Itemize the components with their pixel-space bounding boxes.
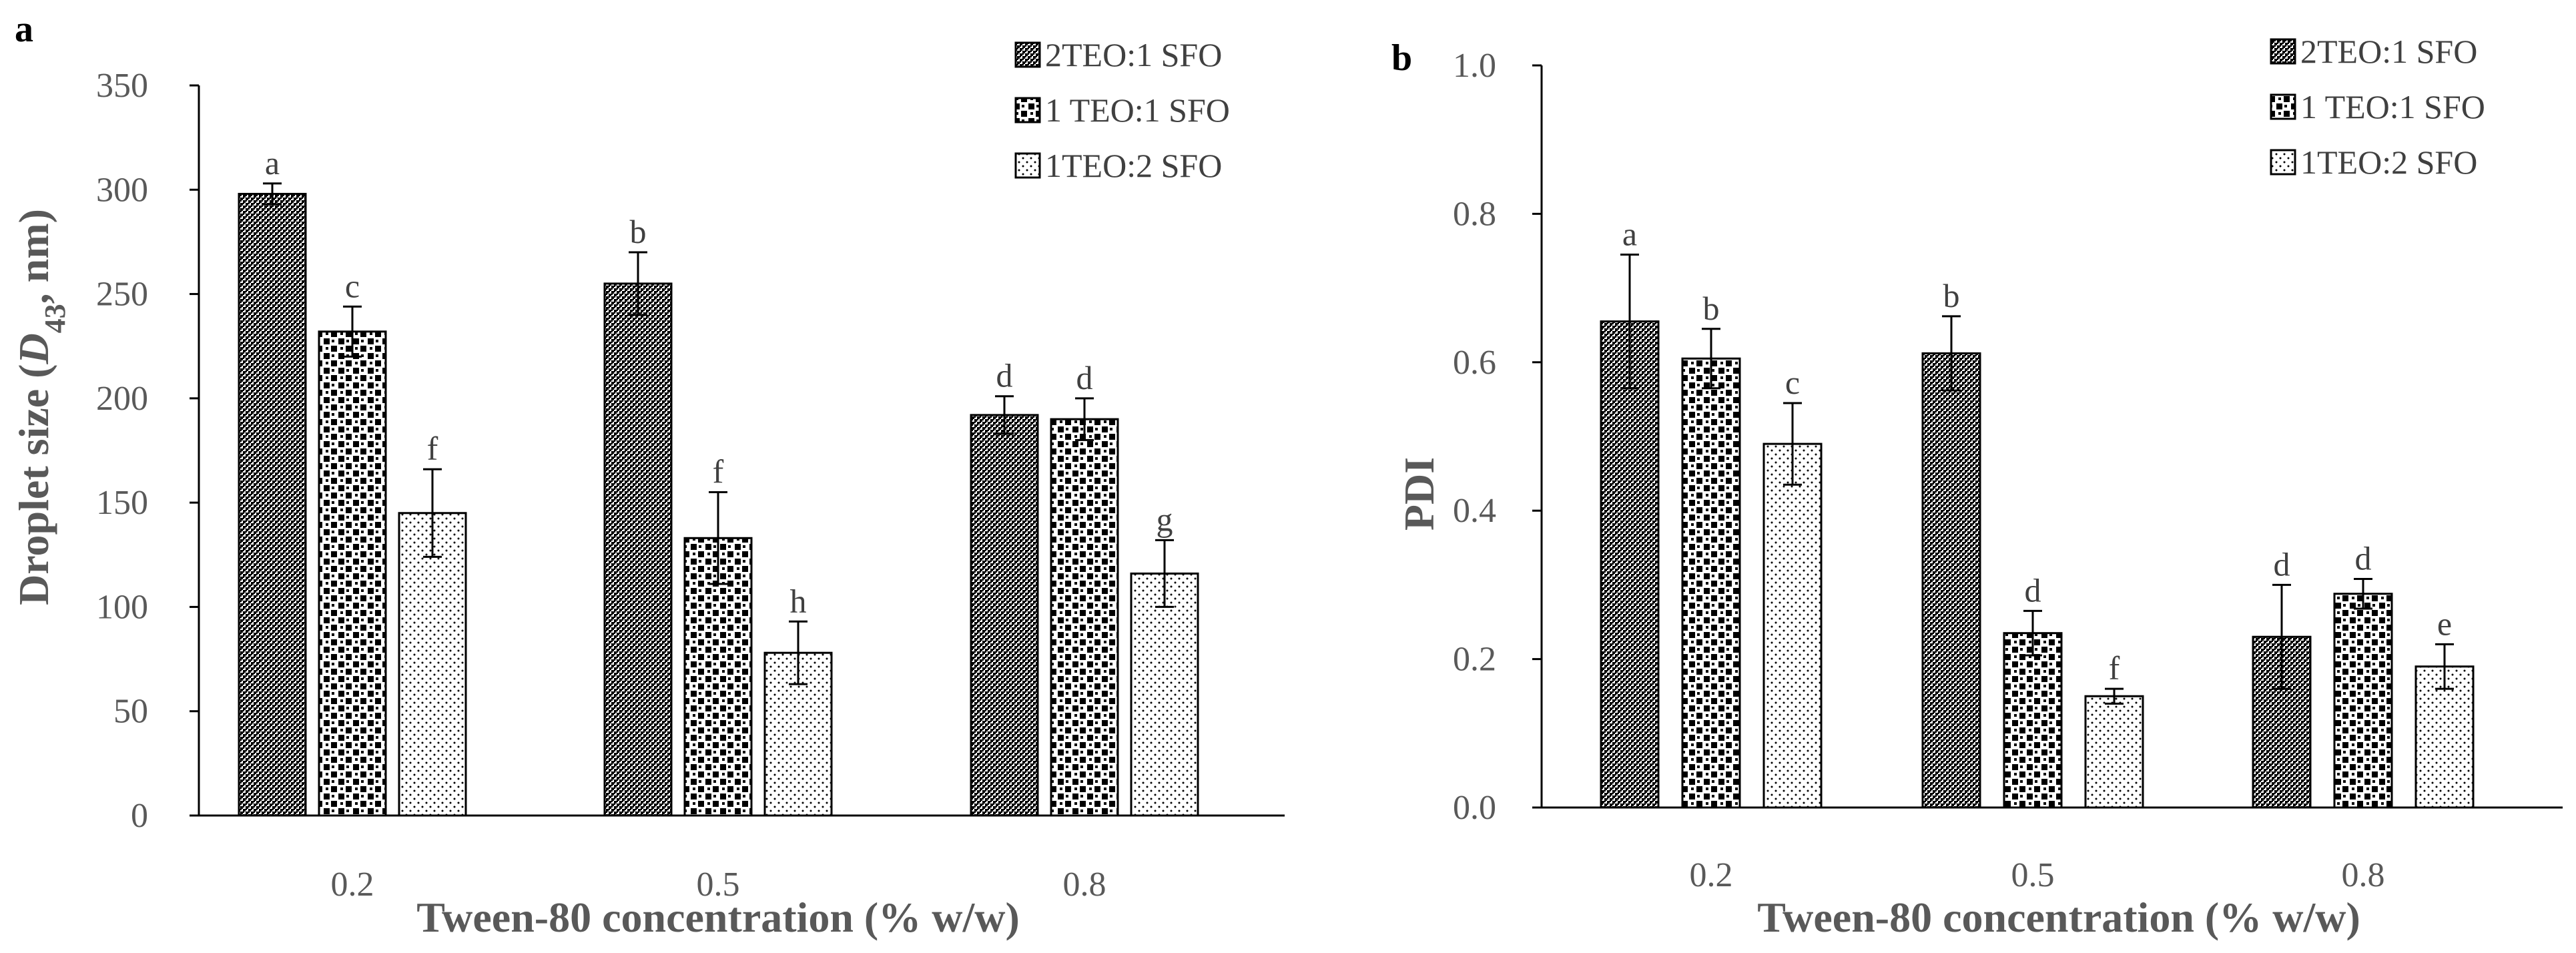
panel-a-bar (1130, 572, 1199, 817)
panel-b-y-tick-label: 0.8 (1453, 195, 1496, 233)
panel-b-error-bar (1620, 254, 1639, 390)
panel-b: b PDI Tween-80 concentration (% w/w) 0.0… (1391, 33, 2563, 941)
panel-a-significance-letter: d (1076, 359, 1093, 396)
panel-b-error-bar (1702, 328, 1720, 390)
panel-b-legend-swatch (2270, 149, 2296, 176)
panel-a-legend-swatch (1014, 41, 1041, 68)
panel-b-legend-label: 2TEO:1 SFO (2300, 33, 2477, 70)
panel-a-label: a (15, 9, 33, 50)
panel-b-x-tick-label: 0.2 (1690, 856, 1733, 894)
panel-a-y-tick-label: 100 (96, 588, 148, 626)
panel-a-bar (318, 330, 387, 817)
panel-b-significance-letter: f (2109, 649, 2120, 687)
panel-b-y-tick-label: 0.0 (1453, 789, 1496, 827)
panel-b-bar (2333, 593, 2393, 809)
panel-a-bar (1050, 418, 1119, 817)
panel-a: a Droplet size (D43, nm) Tween-80 concen… (10, 9, 1285, 941)
panel-a-significance-letter: a (265, 144, 280, 182)
panel-b-error-bar (2105, 687, 2124, 705)
panel-b-significance-letter: d (2355, 540, 2372, 577)
panel-a-error-bar (343, 305, 362, 358)
panel-a-error-bar (263, 182, 282, 206)
panel-b-significance-letter: b (1943, 277, 1960, 314)
panel-b-error-bar (2435, 643, 2454, 690)
panel-b-legend: 2TEO:1 SFO 1 TEO:1 SFO 1TEO:2 SFO (2270, 33, 2485, 181)
panel-a-error-bar (1075, 397, 1094, 441)
panel-a-legend-label: 1TEO:2 SFO (1045, 147, 1222, 184)
panel-a-error-bar (629, 251, 647, 316)
panel-b-error-bar (2272, 583, 2291, 690)
panel-b-error-bar (2023, 609, 2042, 657)
panel-a-significance-letter: h (790, 582, 807, 619)
panel-a-bar (970, 414, 1039, 817)
panel-b-significance-letter: a (1622, 216, 1637, 253)
panel-a-error-bar (423, 468, 442, 558)
panel-a-x-tick-label: 0.2 (331, 866, 374, 904)
panel-a-y-title: Droplet size (D43, nm) (10, 209, 71, 605)
panel-a-plot: 0 50 100 150 200 250 300 350 0.2 0.5 0.8 a b d c f d f h g 2… (96, 36, 1285, 904)
panel-b-y-tick-label: 0.4 (1453, 492, 1496, 530)
panel-b-legend-swatch (2270, 38, 2296, 65)
panel-a-y-tick-label: 300 (96, 171, 148, 209)
panel-a-y-tick-label: 200 (96, 380, 148, 418)
panel-b-error-bar (1783, 402, 1802, 486)
panel-a-significance-letter: b (630, 213, 647, 250)
panel-b-y-title: PDI (1395, 457, 1443, 531)
panel-a-error-bar (1155, 539, 1174, 608)
panel-a-legend-label: 1 TEO:1 SFO (1045, 91, 1230, 129)
panel-a-x-tick-label: 0.5 (697, 866, 740, 904)
panel-a-bar (603, 282, 673, 817)
panel-b-bar (2084, 695, 2144, 809)
panel-b-legend-label: 1TEO:2 SFO (2300, 143, 2477, 181)
panel-b-plot: 0.0 0.2 0.4 0.6 0.8 1.0 0.2 0.5 0.8 a b d b d d c f e 2TEO… (1453, 33, 2563, 894)
panel-b-x-tick-label: 0.5 (2011, 856, 2055, 894)
panel-b-bar (1921, 352, 1981, 809)
panel-b-significance-letter: b (1703, 290, 1720, 327)
panel-b-y-tick-label: 1.0 (1453, 47, 1496, 85)
panel-b-bar (1681, 357, 1741, 809)
panel-b-y-tick-label: 0.6 (1453, 344, 1496, 382)
panel-a-x-title: Tween-80 concentration (% w/w) (416, 894, 1020, 941)
panel-b-x-title: Tween-80 concentration (% w/w) (1757, 894, 2360, 941)
panel-b-significance-letter: d (2025, 571, 2041, 609)
panel-a-legend-label: 2TEO:1 SFO (1045, 36, 1222, 73)
panel-b-y-tick-label: 0.2 (1453, 641, 1496, 679)
panel-b-bar (1600, 320, 1660, 809)
panel-a-y-tick-label: 350 (96, 67, 148, 105)
panel-a-bar (238, 193, 307, 817)
panel-a-significance-letter: c (345, 267, 360, 304)
panel-a-legend-swatch (1014, 152, 1041, 179)
panel-b-legend-label: 1 TEO:1 SFO (2300, 88, 2485, 125)
panel-a-x-tick-label: 0.8 (1063, 866, 1106, 904)
panel-a-bar (398, 512, 467, 817)
panel-b-legend-swatch (2270, 93, 2296, 120)
panel-a-error-bar (789, 620, 808, 685)
panel-a-significance-letter: f (427, 430, 438, 467)
panel-a-y-tick-label: 0 (131, 797, 148, 835)
panel-b-bar (2003, 632, 2063, 809)
panel-a-significance-letter: d (996, 357, 1013, 394)
panel-a-y-tick-label: 50 (113, 693, 148, 731)
panel-b-error-bar (1942, 315, 1961, 392)
panel-a-y-tick-label: 250 (96, 276, 148, 314)
panel-a-y-title-prefix: Droplet size ( (10, 364, 57, 605)
panel-a-legend: 2TEO:1 SFO 1 TEO:1 SFO 1TEO:2 SFO (1014, 36, 1230, 184)
panel-b-significance-letter: c (1785, 364, 1800, 401)
panel-a-error-bar (709, 491, 727, 585)
panel-b-significance-letter: d (2274, 545, 2290, 583)
panel-b-bar (1762, 442, 1823, 809)
panel-b-label: b (1391, 37, 1412, 79)
panel-a-y-title-suffix: , nm) (10, 209, 57, 304)
panel-a-y-title-symbol: D (10, 333, 57, 364)
panel-b-x-tick-label: 0.8 (2342, 856, 2385, 894)
panel-b-significance-letter: e (2437, 605, 2452, 642)
panel-a-y-title-subscript: 43 (39, 304, 71, 333)
panel-a-y-tick-label: 150 (96, 484, 148, 522)
panel-a-significance-letter: g (1157, 501, 1173, 538)
panel-a-legend-swatch (1014, 97, 1041, 123)
panel-b-error-bar (2354, 578, 2372, 610)
panel-a-significance-letter: f (713, 453, 724, 491)
panel-a-error-bar (995, 395, 1014, 435)
